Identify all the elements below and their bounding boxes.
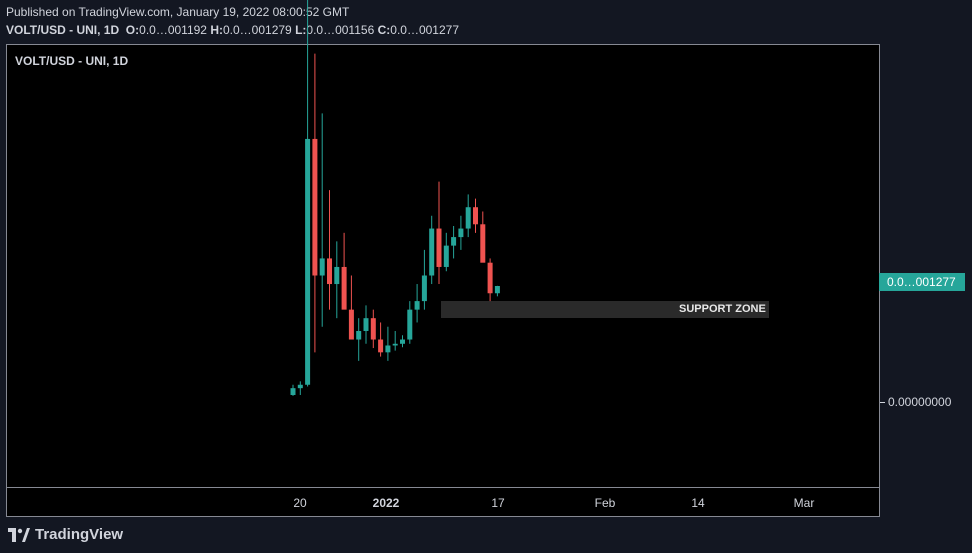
candle-body[interactable] bbox=[356, 330, 362, 340]
candle-body[interactable] bbox=[312, 138, 318, 276]
candle-body[interactable] bbox=[327, 258, 332, 285]
time-label-mar: Mar bbox=[793, 496, 815, 510]
tradingview-logo-text: TradingView bbox=[35, 526, 124, 543]
candle-body[interactable] bbox=[429, 228, 435, 276]
candle-body[interactable] bbox=[480, 224, 486, 263]
candle-body[interactable] bbox=[443, 245, 449, 267]
support-zone-rect[interactable] bbox=[441, 301, 769, 318]
candle-body[interactable] bbox=[451, 237, 457, 246]
ohlc-legend: VOLT/USD - UNI, 1D O:0.0…001192 H:0.0…00… bbox=[6, 23, 459, 37]
last-price-tag: 0.0…001277 bbox=[879, 273, 965, 291]
time-label-feb: Feb bbox=[594, 496, 616, 510]
close-label: C: bbox=[377, 23, 391, 37]
high-value: 0.0…001279 bbox=[223, 23, 292, 37]
published-info: Published on TradingView.com, January 19… bbox=[6, 5, 350, 19]
candle-body[interactable] bbox=[370, 318, 376, 340]
candle-body[interactable] bbox=[385, 345, 391, 353]
time-label-2022: 2022 bbox=[372, 496, 400, 510]
time-label-20: 20 bbox=[293, 496, 307, 510]
candle-body[interactable] bbox=[297, 384, 303, 389]
price-zero-text: 0.00000000 bbox=[888, 395, 952, 409]
support-zone-label: SUPPORT ZONE bbox=[679, 303, 766, 315]
high-label: H: bbox=[210, 23, 223, 37]
candle-body[interactable] bbox=[494, 286, 500, 294]
low-label: L: bbox=[295, 23, 307, 37]
candle-body[interactable] bbox=[363, 318, 369, 331]
time-label-17: 17 bbox=[491, 496, 505, 510]
pane-title: VOLT/USD - UNI, 1D bbox=[15, 54, 129, 68]
candle-body[interactable] bbox=[473, 207, 478, 225]
tradingview-logo[interactable]: TradingView bbox=[8, 526, 123, 543]
candle-body[interactable] bbox=[487, 262, 493, 294]
candle-body[interactable] bbox=[436, 228, 442, 267]
symbol-line: VOLT/USD - UNI, 1D bbox=[6, 23, 120, 37]
candle-body[interactable] bbox=[348, 309, 354, 340]
candle-body[interactable] bbox=[400, 339, 405, 344]
candle-body[interactable] bbox=[407, 309, 413, 340]
open-value: 0.0…001192 bbox=[139, 23, 207, 37]
chart-frame[interactable] bbox=[6, 44, 880, 517]
candle-body[interactable] bbox=[414, 301, 420, 310]
candle-body[interactable] bbox=[465, 207, 471, 229]
time-axis-divider bbox=[6, 487, 880, 488]
low-value: 0.0…001156 bbox=[306, 23, 375, 37]
open-label: O: bbox=[125, 23, 140, 37]
candle-body[interactable] bbox=[334, 266, 340, 285]
price-label-zero: 0.00000000 bbox=[880, 395, 951, 409]
close-value: 0.0…001277 bbox=[390, 23, 459, 37]
candle-body[interactable] bbox=[458, 228, 464, 238]
candle-body[interactable] bbox=[305, 138, 311, 385]
tradingview-logo-icon bbox=[8, 527, 30, 542]
candle-body[interactable] bbox=[319, 258, 325, 276]
time-label-14: 14 bbox=[691, 496, 705, 510]
candle-body[interactable] bbox=[378, 339, 384, 353]
candle-body[interactable] bbox=[341, 266, 347, 310]
candle-body[interactable] bbox=[421, 275, 427, 302]
candle-body[interactable] bbox=[392, 343, 398, 346]
candle-body[interactable] bbox=[290, 388, 296, 395]
